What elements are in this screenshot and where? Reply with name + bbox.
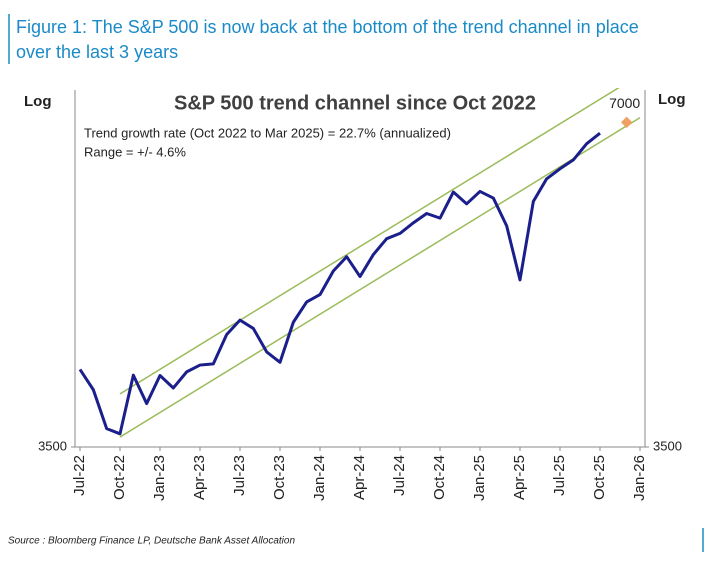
y2-axis-label: Log [658, 91, 686, 108]
chart-title: S&P 500 trend channel since Oct 2022 [174, 92, 536, 114]
x-tick-label: Jan-26 [631, 455, 648, 501]
x-tick-label: Jul-25 [551, 455, 568, 496]
x-tick-label: Jan-25 [471, 455, 488, 501]
source: Source : Bloomberg Finance LP, Deutsche … [8, 536, 295, 547]
x-tick-label: Jul-24 [391, 455, 408, 496]
x-tick-label: Oct-23 [271, 455, 288, 500]
channel-line [119, 117, 641, 438]
target-marker [621, 116, 633, 128]
x-tick-label: Apr-24 [351, 455, 368, 500]
y-axis-label: Log [24, 93, 52, 110]
channel-line [119, 88, 620, 395]
x-tick-label: Jul-23 [231, 455, 248, 496]
y-tick-label: 3500 [38, 438, 67, 453]
caption: Figure 1: The S&P 500 is now back at the… [16, 17, 639, 37]
annotation: Trend growth rate (Oct 2022 to Mar 2025)… [84, 125, 451, 140]
plot [78, 88, 641, 438]
target-label: 7000 [609, 95, 640, 111]
caption: over the last 3 years [16, 42, 178, 62]
x-tick-label: Oct-24 [431, 455, 448, 500]
x-tick-label: Apr-23 [191, 455, 208, 500]
x-tick-label: Jan-23 [151, 455, 168, 501]
x-tick-label: Jul-22 [71, 455, 88, 496]
x-tick-label: Apr-25 [511, 455, 528, 500]
annotation: Range = +/- 4.6% [84, 144, 186, 159]
series-line [78, 131, 601, 436]
x-tick-label: Jan-24 [311, 455, 328, 501]
x-tick-label: Oct-22 [111, 455, 128, 500]
x-tick-label: Oct-25 [591, 455, 608, 500]
y2-tick-label: 3500 [653, 438, 682, 453]
